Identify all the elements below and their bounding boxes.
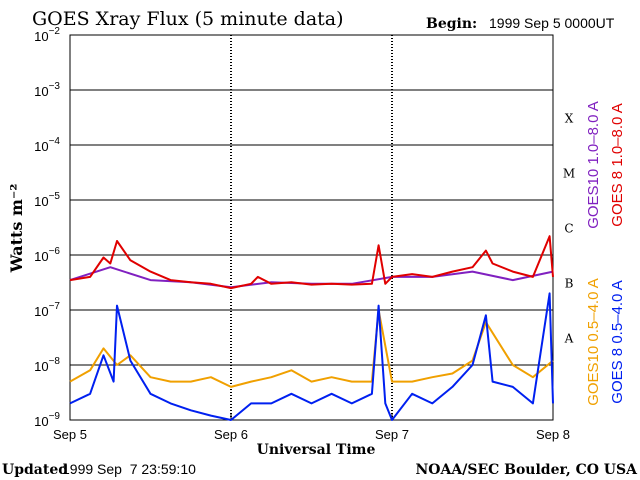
updated-value: 1999 Sep 7 23:59:10 xyxy=(62,461,196,477)
flare-class-label: A xyxy=(564,332,574,346)
y-tick-label: 10−6 xyxy=(34,246,60,264)
y-tick-label: 10−7 xyxy=(34,301,60,319)
series-line-1 xyxy=(69,235,554,290)
x-tick-labels: Sep 5 Sep 6 Sep 7 Sep 8 xyxy=(53,414,570,442)
data-series xyxy=(69,235,554,421)
y-tick-label: 10−4 xyxy=(34,136,60,154)
x-tick-label: Sep 6 xyxy=(214,427,248,442)
y-tick-labels: 10−2 10−3 10−4 10−5 10−6 10−7 10−8 10−9 xyxy=(34,26,76,429)
y-tick-label: 10−8 xyxy=(34,356,60,374)
flare-class-label: X xyxy=(565,112,574,126)
series-line-2 xyxy=(69,309,554,388)
x-tick-label: Sep 8 xyxy=(536,427,570,442)
chart-title: GOES Xray Flux (5 minute data) xyxy=(32,8,344,30)
flare-class-label: C xyxy=(564,222,573,236)
legend-goes8-long: GOES 8 1.0–8.0 A xyxy=(609,103,626,226)
x-axis-label: Universal Time xyxy=(257,442,376,458)
legend: GOES10 1.0–8.0 A GOES 8 1.0–8.0 A GOES10… xyxy=(585,101,626,406)
begin-label: Begin: xyxy=(426,16,477,32)
y-tick-label: 10−3 xyxy=(34,81,60,99)
series-line-3 xyxy=(69,292,554,421)
flare-class-labels: X M C B A xyxy=(563,112,575,346)
y-tick-label: 10−9 xyxy=(34,411,60,429)
x-tick-label: Sep 7 xyxy=(375,427,409,442)
grid-lines xyxy=(70,89,553,366)
begin-value: 1999 Sep 5 0000UT xyxy=(489,15,615,31)
legend-goes10-short: GOES10 0.5–4.0 A xyxy=(585,278,602,406)
y-axis-label: Watts m⁻² xyxy=(7,184,26,274)
flare-class-label: M xyxy=(563,167,575,181)
plot-frame xyxy=(69,34,554,421)
y-tick-label: 10−2 xyxy=(34,26,60,44)
credit-text: NOAA/SEC Boulder, CO USA xyxy=(416,462,639,478)
legend-goes8-short: GOES 8 0.5–4.0 A xyxy=(609,280,626,403)
flare-class-label: B xyxy=(565,277,574,291)
x-tick-label: Sep 5 xyxy=(53,427,87,442)
y-tick-label: 10−5 xyxy=(34,191,60,209)
legend-goes10-long: GOES10 1.0–8.0 A xyxy=(585,101,602,229)
day-dividers xyxy=(230,35,393,420)
updated-label: Updated xyxy=(2,462,68,478)
